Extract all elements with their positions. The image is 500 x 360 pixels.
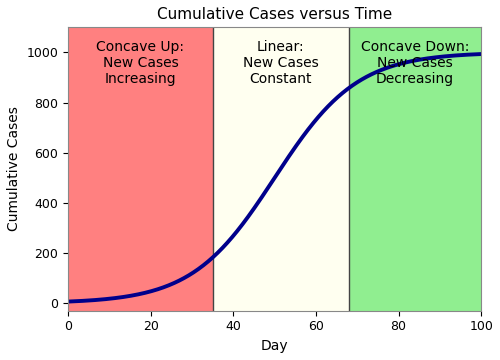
Bar — [349, 27, 481, 311]
Text: Concave Up:
New Cases
Increasing: Concave Up: New Cases Increasing — [96, 40, 184, 86]
Title: Cumulative Cases versus Time: Cumulative Cases versus Time — [157, 7, 392, 22]
X-axis label: Day: Day — [261, 339, 288, 353]
Bar — [68, 27, 212, 311]
Text: Concave Down:
New Cases
Decreasing: Concave Down: New Cases Decreasing — [361, 40, 469, 86]
Y-axis label: Cumulative Cases: Cumulative Cases — [7, 107, 21, 231]
Text: Linear:
New Cases
Constant: Linear: New Cases Constant — [243, 40, 318, 86]
Bar — [212, 27, 349, 311]
